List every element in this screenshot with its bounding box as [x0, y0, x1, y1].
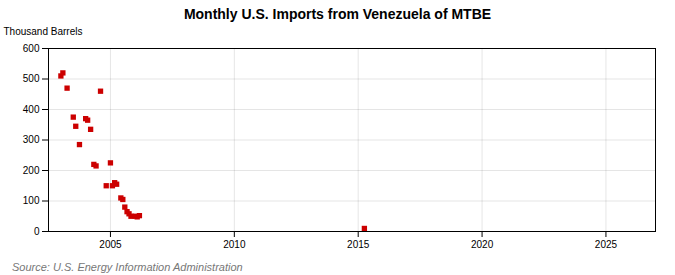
- html-text:Monthly U.S. Imports from Vene: Monthly U.S. Imports from Venezuela of M…: [183, 6, 492, 22]
- html-text:Source: U.S. Energy Informatio: Source: U.S. Energy Information Administ…: [12, 261, 243, 273]
- svg-text:500: 500: [23, 73, 40, 84]
- svg-text:200: 200: [23, 165, 40, 176]
- svg-text:2020: 2020: [471, 239, 494, 250]
- svg-text:2015: 2015: [347, 239, 370, 250]
- svg-text:600: 600: [23, 43, 40, 54]
- svg-text:100: 100: [23, 195, 40, 206]
- svg-text:300: 300: [23, 134, 40, 145]
- svg-text:Thousand Barrels: Thousand Barrels: [4, 26, 83, 37]
- svg-text:2010: 2010: [223, 239, 246, 250]
- svg-text:2005: 2005: [99, 239, 122, 250]
- svg-text:400: 400: [23, 104, 40, 115]
- svg-text:2025: 2025: [595, 239, 618, 250]
- svg-text:0: 0: [34, 226, 40, 237]
